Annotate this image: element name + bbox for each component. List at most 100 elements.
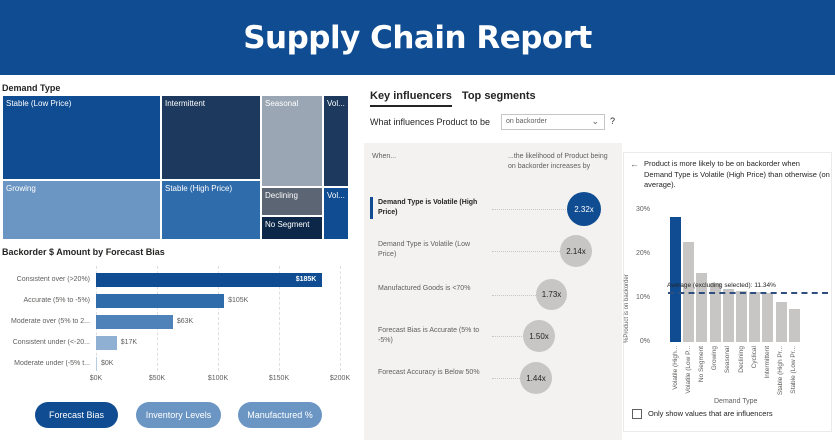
treemap-tile-seasonal[interactable]: Seasonal bbox=[261, 95, 323, 187]
forecast-bias-button[interactable]: Forecast Bias bbox=[35, 402, 118, 428]
bar-value-label: $105K bbox=[228, 297, 249, 304]
bar[interactable] bbox=[96, 357, 97, 371]
tile-label: Declining bbox=[265, 191, 298, 200]
demand-type-bar[interactable] bbox=[736, 291, 747, 342]
average-line bbox=[668, 292, 828, 295]
demand-type-bar[interactable] bbox=[775, 302, 787, 342]
x-tick-label: $150K bbox=[268, 375, 290, 382]
bar[interactable] bbox=[96, 336, 117, 350]
x-gridline bbox=[279, 266, 280, 371]
demand-type-bar[interactable] bbox=[696, 272, 708, 342]
treemap-title: Demand Type bbox=[2, 83, 61, 93]
category-label: Moderate over (5% to 2... bbox=[11, 318, 90, 325]
bar-value-label: $185K bbox=[295, 276, 317, 283]
x-tick-label: Stable (Low Pr... bbox=[790, 346, 798, 394]
y-tick-label: 10% bbox=[635, 294, 650, 301]
chevron-down-icon: ⌄ bbox=[591, 116, 599, 126]
influencer-row-label[interactable]: Forecast Accuracy is Below 50% bbox=[378, 369, 480, 376]
y-axis-label: %Product is on backorder bbox=[624, 274, 630, 343]
inventory-levels-button[interactable]: Inventory Levels bbox=[136, 402, 221, 428]
treemap-tile-growing[interactable]: Growing bbox=[2, 180, 161, 240]
x-axis-title: Demand Type bbox=[714, 398, 758, 405]
demand-type-bar[interactable] bbox=[670, 216, 681, 342]
influencer-connector bbox=[492, 209, 570, 210]
outcome-dropdown[interactable]: on backorder ⌄ bbox=[501, 114, 605, 130]
bar-value-label: $0K bbox=[101, 360, 114, 367]
influencer-connector bbox=[492, 295, 538, 296]
dropdown-value: on backorder bbox=[506, 118, 547, 125]
treemap-tile-intermittent[interactable]: Intermittent bbox=[161, 95, 261, 180]
influencer-bubble[interactable]: 1.50x bbox=[523, 320, 555, 352]
checkbox-label: Only show values that are influencers bbox=[648, 409, 773, 418]
bar-value-label: $63K bbox=[176, 318, 194, 325]
treemap-tile-no-segment[interactable]: No Segment bbox=[261, 216, 323, 240]
bar[interactable] bbox=[96, 273, 322, 287]
back-arrow-icon[interactable]: ← bbox=[630, 159, 639, 169]
tile-label: Stable (High Price) bbox=[165, 184, 233, 193]
x-tick-label: Cyclical bbox=[750, 346, 758, 369]
influence-question: What influences Product to be bbox=[370, 117, 491, 127]
demand-type-bar[interactable] bbox=[683, 241, 695, 342]
x-tick-label: $0K bbox=[89, 375, 103, 382]
influencer-connector bbox=[492, 378, 522, 379]
tab-top-segments[interactable]: Top segments bbox=[461, 90, 536, 102]
x-tick-label: Volatile (High... bbox=[671, 346, 679, 390]
category-label: Moderate under (-5% t... bbox=[14, 360, 90, 367]
tile-label: Stable (Low Price) bbox=[6, 99, 72, 108]
influencer-bubble[interactable]: 1.44x bbox=[520, 362, 552, 394]
x-tick-label: Growing bbox=[711, 346, 719, 371]
backorder-bar-chart: $0K $50K $100K $150K $200K Consistent over (>… bbox=[0, 262, 350, 388]
demand-type-bar[interactable] bbox=[709, 283, 721, 342]
demand-type-bar[interactable] bbox=[788, 308, 800, 342]
category-label: Accurate (5% to -5%) bbox=[23, 297, 90, 304]
tile-label: No Segment bbox=[265, 220, 310, 229]
tile-label: Intermittent bbox=[165, 99, 206, 108]
average-label: Average (excluding selected): 11.34% bbox=[667, 282, 776, 290]
demand-type-treemap: Stable (Low Price) Growing Intermittent … bbox=[2, 95, 349, 240]
influencer-bubble[interactable]: 1.73x bbox=[536, 279, 567, 310]
bar[interactable] bbox=[96, 315, 173, 329]
influencer-description: Product is more likely to be on backorde… bbox=[644, 159, 830, 189]
influencer-detail-card: ← Product is more likely to be on backor… bbox=[623, 152, 832, 432]
influencer-row-label[interactable]: Demand Type is Volatile (Low Price) bbox=[378, 241, 471, 258]
x-tick-label: No Segment bbox=[697, 346, 705, 383]
treemap-tile-volatile-1[interactable]: Vol... bbox=[323, 95, 349, 187]
x-tick-label: Declining bbox=[737, 346, 745, 373]
influencer-connector bbox=[492, 251, 560, 252]
x-tick-label: Volatile (Low P... bbox=[684, 346, 692, 394]
x-tick-label: Seasonal bbox=[724, 346, 732, 374]
influencers-only-checkbox[interactable] bbox=[632, 409, 642, 419]
treemap-tile-stable-high[interactable]: Stable (High Price) bbox=[161, 180, 261, 240]
tile-label: Growing bbox=[6, 184, 36, 193]
influencer-row-label[interactable]: Manufactured Goods is <70% bbox=[378, 285, 471, 292]
tile-label: Vol... bbox=[327, 99, 345, 108]
x-tick-label: $100K bbox=[207, 375, 229, 382]
demand-type-bar[interactable] bbox=[749, 292, 761, 342]
x-gridline bbox=[340, 266, 341, 371]
tab-key-influencers[interactable]: Key influencers bbox=[370, 90, 452, 107]
treemap-tile-volatile-2[interactable]: Vol... bbox=[323, 187, 349, 240]
bar[interactable] bbox=[96, 294, 225, 308]
treemap-tile-declining[interactable]: Declining bbox=[261, 187, 323, 216]
influencer-bubble[interactable]: 2.32x bbox=[567, 192, 601, 226]
manufactured-percent-button[interactable]: Manufactured % bbox=[238, 402, 322, 428]
x-tick-label: Intermittent bbox=[763, 346, 771, 379]
category-label: Consistent over (>20%) bbox=[16, 276, 90, 283]
influencer-bubble[interactable]: 2.14x bbox=[560, 235, 592, 267]
button-label: Manufactured % bbox=[247, 410, 313, 420]
bar-chart-title: Backorder $ Amount by Forecast Bias bbox=[2, 247, 165, 257]
when-header: When... bbox=[372, 153, 397, 160]
y-tick-label: 0% bbox=[639, 338, 650, 345]
button-label: Inventory Levels bbox=[145, 410, 212, 420]
influencer-row-label[interactable]: Demand Type is Volatile (High Price) bbox=[378, 199, 478, 216]
demand-type-bar[interactable] bbox=[722, 288, 734, 342]
influencer-row-label[interactable]: Forecast Bias is Accurate (5% to -5%) bbox=[378, 327, 480, 344]
demand-type-bar[interactable] bbox=[762, 293, 774, 342]
help-icon[interactable]: ? bbox=[610, 116, 616, 126]
treemap-tile-stable-low[interactable]: Stable (Low Price) bbox=[2, 95, 161, 180]
tile-label: Seasonal bbox=[265, 99, 299, 108]
y-tick-label: 30% bbox=[635, 206, 650, 213]
likelihood-header: ...the likelihood of Product being on ba… bbox=[508, 153, 608, 170]
bar-value-label: $17K bbox=[120, 339, 138, 346]
report-title: Supply Chain Report bbox=[243, 19, 592, 56]
